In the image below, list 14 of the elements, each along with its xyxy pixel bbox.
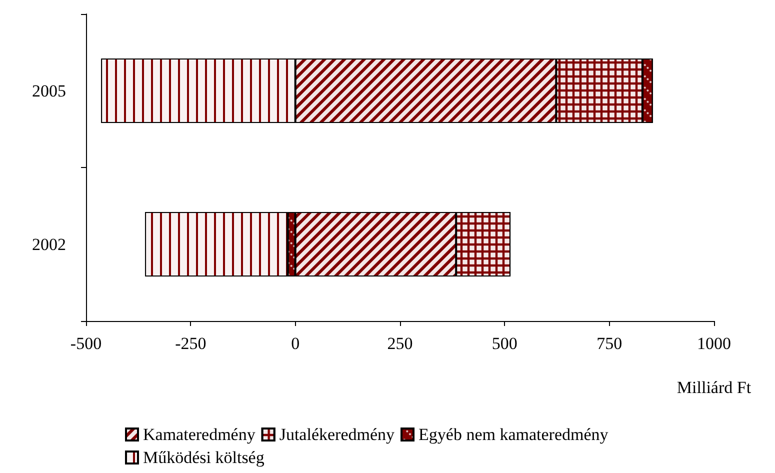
legend-label: Egyéb nem kamateredmény bbox=[418, 425, 609, 444]
x-tick-label: -500 bbox=[70, 334, 102, 353]
legend-label: Kamateredmény bbox=[143, 425, 256, 444]
x-tick-label: 250 bbox=[387, 334, 413, 353]
y-tick-label: 2002 bbox=[32, 234, 66, 254]
legend-label: Működési költség bbox=[143, 448, 265, 467]
x-axis-title: Milliárd Ft bbox=[676, 378, 752, 397]
x-tick-label: 500 bbox=[492, 334, 518, 353]
x-tick-label: 1000 bbox=[697, 334, 731, 353]
y-tick-label: 2005 bbox=[32, 81, 66, 100]
x-tick-label: -250 bbox=[175, 334, 206, 353]
x-tick-label: 0 bbox=[291, 334, 300, 353]
legend-label: Jutalékeredmény bbox=[279, 425, 396, 444]
x-tick-label: 750 bbox=[596, 334, 622, 353]
